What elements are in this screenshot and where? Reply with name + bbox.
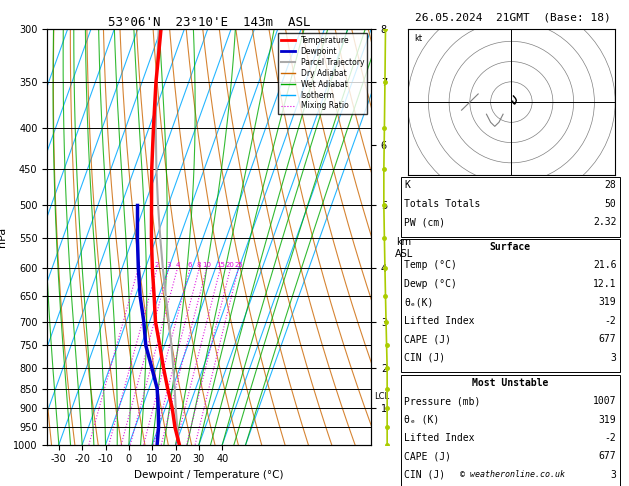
Title: 53°06'N  23°10'E  143m  ASL: 53°06'N 23°10'E 143m ASL — [108, 16, 310, 29]
Text: 319: 319 — [599, 297, 616, 308]
Text: 2: 2 — [155, 262, 159, 268]
Text: θₑ(K): θₑ(K) — [404, 297, 434, 308]
Text: 15: 15 — [216, 262, 225, 268]
Text: Surface: Surface — [490, 242, 531, 252]
Text: CIN (J): CIN (J) — [404, 353, 445, 363]
Text: Lifted Index: Lifted Index — [404, 433, 475, 443]
Text: K: K — [404, 180, 410, 191]
Text: 677: 677 — [599, 334, 616, 345]
Text: θₑ (K): θₑ (K) — [404, 415, 440, 425]
Text: Totals Totals: Totals Totals — [404, 199, 481, 209]
Text: 28: 28 — [604, 180, 616, 191]
Text: 26.05.2024  21GMT  (Base: 18): 26.05.2024 21GMT (Base: 18) — [415, 12, 611, 22]
Text: 677: 677 — [599, 451, 616, 462]
Text: 4: 4 — [175, 262, 180, 268]
Text: -2: -2 — [604, 433, 616, 443]
Y-axis label: km
ASL: km ASL — [394, 237, 413, 259]
Text: PW (cm): PW (cm) — [404, 217, 445, 227]
Text: 3: 3 — [611, 470, 616, 480]
Text: Lifted Index: Lifted Index — [404, 316, 475, 326]
Legend: Temperature, Dewpoint, Parcel Trajectory, Dry Adiabat, Wet Adiabat, Isotherm, Mi: Temperature, Dewpoint, Parcel Trajectory… — [278, 33, 367, 114]
Text: 25: 25 — [234, 262, 243, 268]
Text: 1007: 1007 — [593, 396, 616, 406]
Text: 8: 8 — [197, 262, 201, 268]
Text: 50: 50 — [604, 199, 616, 209]
Text: CAPE (J): CAPE (J) — [404, 451, 452, 462]
Text: 21.6: 21.6 — [593, 260, 616, 271]
Text: kt: kt — [414, 34, 422, 43]
Text: 2.32: 2.32 — [593, 217, 616, 227]
Text: 6: 6 — [187, 262, 192, 268]
Text: Temp (°C): Temp (°C) — [404, 260, 457, 271]
Text: LCL: LCL — [374, 392, 389, 401]
Text: 1: 1 — [136, 262, 140, 268]
Text: Pressure (mb): Pressure (mb) — [404, 396, 481, 406]
Text: 12.1: 12.1 — [593, 279, 616, 289]
Text: Most Unstable: Most Unstable — [472, 378, 548, 388]
Text: 3: 3 — [611, 353, 616, 363]
Text: © weatheronline.co.uk: © weatheronline.co.uk — [460, 469, 565, 479]
Text: CIN (J): CIN (J) — [404, 470, 445, 480]
Text: 3: 3 — [167, 262, 171, 268]
Text: 319: 319 — [599, 415, 616, 425]
Text: CAPE (J): CAPE (J) — [404, 334, 452, 345]
Text: 10: 10 — [202, 262, 211, 268]
X-axis label: Dewpoint / Temperature (°C): Dewpoint / Temperature (°C) — [135, 470, 284, 480]
Text: 20: 20 — [226, 262, 235, 268]
Text: Dewp (°C): Dewp (°C) — [404, 279, 457, 289]
Y-axis label: hPa: hPa — [0, 227, 8, 247]
Text: -2: -2 — [604, 316, 616, 326]
